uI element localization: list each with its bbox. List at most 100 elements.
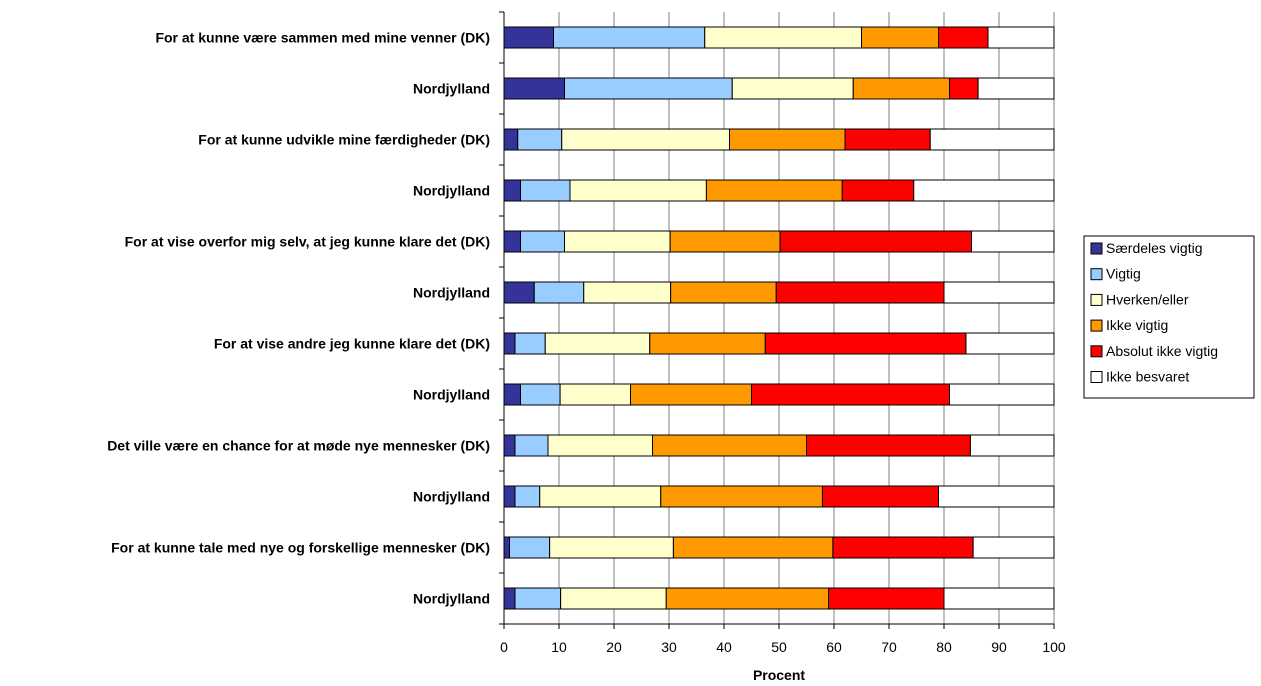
bar-segment bbox=[503, 587, 516, 610]
bar-segment bbox=[514, 332, 546, 355]
bar-segment bbox=[503, 332, 516, 355]
bar-segment bbox=[569, 179, 707, 202]
x-tick-label: 30 bbox=[661, 639, 677, 655]
legend-label: Absolut ikke vigtig bbox=[1106, 343, 1218, 359]
legend-label: Hverken/eller bbox=[1106, 291, 1189, 307]
x-tick-label: 0 bbox=[500, 639, 508, 655]
bar-segment bbox=[649, 332, 766, 355]
bar-segment bbox=[630, 383, 752, 406]
x-tick-label: 40 bbox=[716, 639, 732, 655]
bar-segment bbox=[665, 587, 829, 610]
bar-segment bbox=[564, 77, 733, 100]
bar-segment bbox=[806, 434, 971, 457]
category-label: For at vise overfor mig selv, at jeg kun… bbox=[125, 234, 490, 250]
bar-segment bbox=[987, 26, 1055, 49]
bar-segment bbox=[652, 434, 807, 457]
bar-segment bbox=[977, 77, 1055, 100]
category-label: Nordjylland bbox=[413, 81, 490, 97]
bar-segment bbox=[672, 536, 834, 559]
bar-segment bbox=[514, 587, 562, 610]
legend-swatch bbox=[1090, 242, 1103, 255]
bar-segment bbox=[520, 230, 565, 253]
x-tick-label: 90 bbox=[991, 639, 1007, 655]
bar-segment bbox=[544, 332, 651, 355]
bar-segment bbox=[929, 128, 1055, 151]
x-tick-label: 80 bbox=[936, 639, 952, 655]
bar-segment bbox=[844, 128, 931, 151]
bar-segment bbox=[503, 281, 535, 304]
category-label: For at kunne være sammen med mine venner… bbox=[155, 30, 490, 46]
x-tick-label: 70 bbox=[881, 639, 897, 655]
bar-segment bbox=[938, 485, 1055, 508]
bar-segment bbox=[564, 230, 671, 253]
bar-segment bbox=[503, 77, 565, 100]
legend-label: Vigtig bbox=[1106, 266, 1141, 282]
bar-segment bbox=[943, 281, 1055, 304]
bar-segment bbox=[949, 383, 1055, 406]
x-tick-labels: 0 10 20 30 40 50 60 70 80 90 100 bbox=[500, 639, 1066, 655]
bar-segment bbox=[729, 128, 846, 151]
category-label: Det ville være en chance for at møde nye… bbox=[107, 438, 490, 454]
bars bbox=[503, 26, 1055, 610]
x-tick-label: 60 bbox=[826, 639, 842, 655]
bar-segment bbox=[913, 179, 1055, 202]
bar-segment bbox=[705, 179, 843, 202]
bar-segment bbox=[971, 230, 1055, 253]
category-label: For at vise andre jeg kunne klare det (D… bbox=[214, 336, 490, 352]
bar-segment bbox=[503, 434, 516, 457]
legend-label: Særdeles vigtig bbox=[1106, 240, 1203, 256]
legend-label: Ikke vigtig bbox=[1106, 317, 1168, 333]
bar-segment bbox=[764, 332, 967, 355]
bar-segment bbox=[503, 230, 521, 253]
x-tick-label: 10 bbox=[551, 639, 567, 655]
bar-segment bbox=[514, 485, 541, 508]
bar-segment bbox=[938, 26, 989, 49]
bar-segment bbox=[583, 281, 672, 304]
bar-segment bbox=[539, 485, 662, 508]
legend-swatch bbox=[1090, 293, 1103, 306]
bar-segment bbox=[669, 230, 781, 253]
bar-segment bbox=[828, 587, 945, 610]
bar-segment bbox=[775, 281, 945, 304]
x-tick-label: 100 bbox=[1042, 639, 1066, 655]
bar-segment bbox=[547, 434, 653, 457]
bar-segment bbox=[509, 536, 551, 559]
legend-swatch bbox=[1090, 319, 1103, 332]
bar-segment bbox=[852, 77, 950, 100]
bar-segment bbox=[517, 128, 563, 151]
legend-swatch bbox=[1090, 345, 1103, 358]
bar-segment bbox=[751, 383, 950, 406]
bar-segment bbox=[670, 281, 777, 304]
bar-segment bbox=[503, 26, 554, 49]
bar-segment bbox=[520, 383, 561, 406]
bar-segment bbox=[821, 485, 940, 508]
bar-segment bbox=[832, 536, 974, 559]
bar-segment bbox=[503, 383, 521, 406]
grid-lines bbox=[503, 12, 1055, 624]
category-label: Nordjylland bbox=[413, 183, 490, 199]
legend-frame bbox=[1083, 235, 1255, 399]
legend-swatch bbox=[1090, 371, 1103, 383]
bar-segment bbox=[549, 536, 674, 559]
bar-segment bbox=[503, 128, 519, 151]
x-tick-label: 20 bbox=[606, 639, 622, 655]
bar-segment bbox=[841, 179, 915, 202]
legend: Særdeles vigtig Vigtig Hverken/eller Ikke v… bbox=[1083, 235, 1255, 399]
bar-segment bbox=[503, 485, 516, 508]
bar-segment bbox=[503, 179, 521, 202]
bar-segment bbox=[969, 434, 1055, 457]
category-label: Nordjylland bbox=[413, 591, 490, 607]
bar-segment bbox=[704, 26, 862, 49]
bar-segment bbox=[533, 281, 585, 304]
category-label: Nordjylland bbox=[413, 387, 490, 403]
bar-segment bbox=[560, 587, 667, 610]
bar-segment bbox=[972, 536, 1055, 559]
x-axis-title: Procent bbox=[753, 667, 805, 683]
bar-segment bbox=[559, 383, 631, 406]
bar-segment bbox=[779, 230, 972, 253]
bar-segment bbox=[861, 26, 939, 49]
category-label: Nordjylland bbox=[413, 285, 490, 301]
bar-segment bbox=[731, 77, 854, 100]
bar-segment bbox=[514, 434, 549, 457]
